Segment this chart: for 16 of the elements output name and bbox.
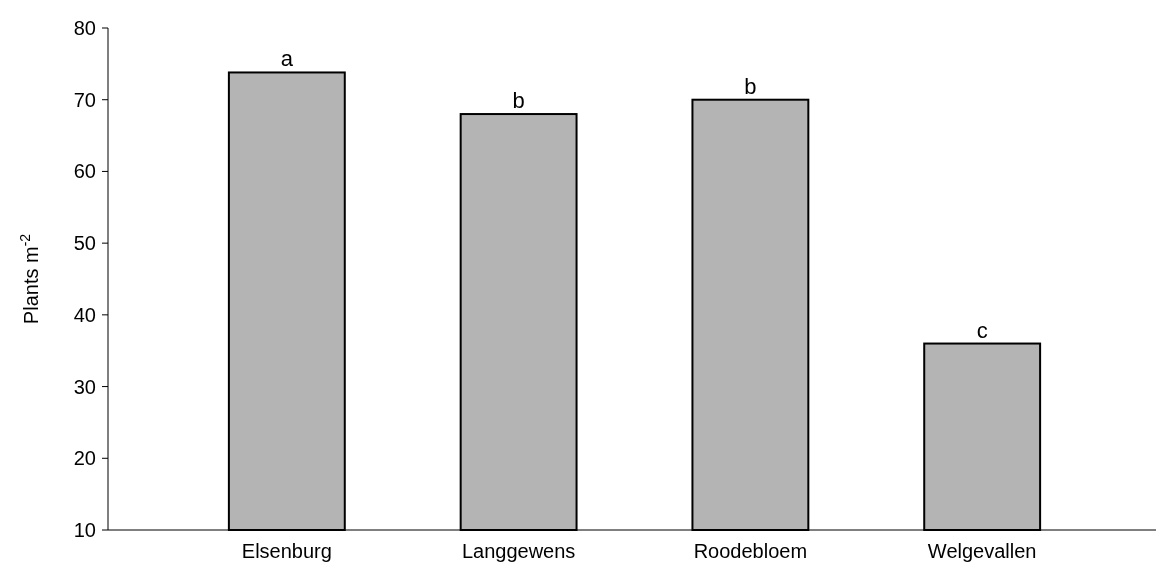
annotation: c — [976, 317, 988, 343]
y-tick-label: 20 — [73, 447, 96, 470]
x-tick-label: Langgewens — [461, 540, 576, 562]
annotation: b — [744, 73, 757, 99]
y-tick-label: 50 — [73, 232, 96, 255]
annotation: b — [512, 88, 525, 114]
y-tick-label: 10 — [73, 519, 96, 541]
y-tick-label: 70 — [73, 88, 96, 111]
x-tick-label: Elsenburg — [241, 540, 332, 562]
y-tick-label: 60 — [73, 160, 96, 183]
annotation: a — [280, 46, 294, 72]
y-tick-label: 30 — [73, 375, 96, 398]
y-tick-label: 40 — [73, 303, 96, 326]
x-tick-label: Welgevallen — [927, 540, 1037, 562]
x-tick-label: Roodebloem — [693, 540, 808, 562]
y-tick-label: 80 — [73, 17, 96, 39]
